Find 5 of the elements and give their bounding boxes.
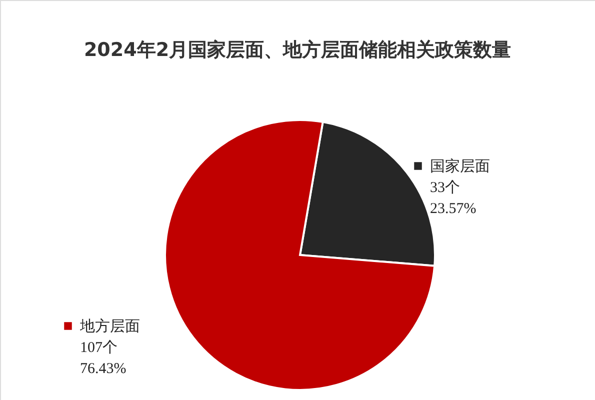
- legend-label: 地方层面: [79, 318, 140, 335]
- data-label: 33个 23.57%: [430, 179, 476, 217]
- data-label: 107个 76.43%: [80, 339, 126, 377]
- legend-label: 国家层面: [430, 158, 490, 175]
- chart-title: 2024年2月国家层面、地方层面储能相关政策数量: [84, 39, 512, 61]
